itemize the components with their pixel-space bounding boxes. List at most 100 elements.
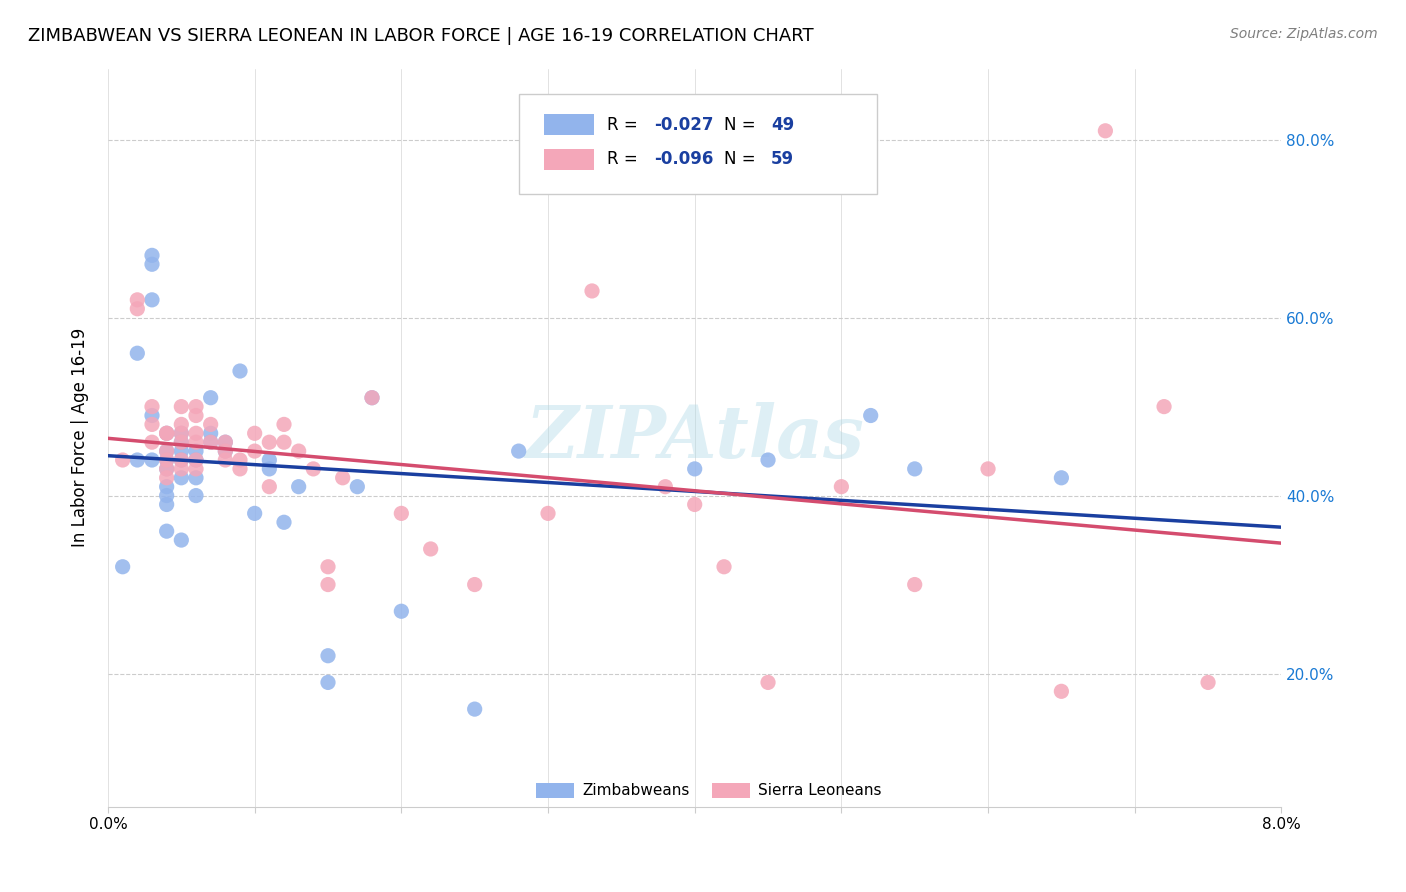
Point [200,435,222,450]
Point [156,426,179,441]
Point [184,400,207,414]
Point [141,417,163,432]
FancyBboxPatch shape [536,783,574,798]
Point [170,533,193,547]
Point [170,426,193,441]
Point [243,444,266,458]
Point [214,435,236,450]
Point [156,453,179,467]
Point [904,462,927,476]
Point [316,675,339,690]
Point [859,409,882,423]
Point [200,391,222,405]
Point [141,293,163,307]
Point [389,507,412,521]
Point [1094,124,1116,138]
Point [141,453,163,467]
Point [273,516,295,530]
Point [361,391,384,405]
Point [1050,471,1073,485]
Point [259,462,281,476]
FancyBboxPatch shape [544,114,593,135]
Text: 59: 59 [770,151,794,169]
Point [273,435,295,450]
Point [184,453,207,467]
Point [170,435,193,450]
Point [170,462,193,476]
Point [683,498,706,512]
Point [156,462,179,476]
Point [156,426,179,441]
Point [287,444,309,458]
Point [170,453,193,467]
Point [756,453,779,467]
Y-axis label: In Labor Force | Age 16-19: In Labor Force | Age 16-19 [72,328,89,548]
Point [141,435,163,450]
FancyBboxPatch shape [519,95,876,194]
Point [184,462,207,476]
Point [156,480,179,494]
Point [200,426,222,441]
Point [537,507,560,521]
Text: 49: 49 [770,116,794,134]
Point [361,391,384,405]
Point [830,480,852,494]
Text: N =: N = [724,151,761,169]
Point [316,648,339,663]
Point [243,426,266,441]
Point [977,462,1000,476]
Point [184,426,207,441]
Point [756,675,779,690]
Point [229,462,252,476]
Point [243,507,266,521]
Point [419,541,441,556]
Point [654,480,676,494]
Point [184,471,207,485]
Point [287,480,309,494]
Point [156,444,179,458]
Point [184,435,207,450]
Point [127,301,149,316]
Text: R =: R = [606,116,643,134]
Text: Sierra Leoneans: Sierra Leoneans [758,783,882,798]
Point [184,444,207,458]
Point [259,453,281,467]
Text: -0.096: -0.096 [654,151,713,169]
Point [683,462,706,476]
Point [184,409,207,423]
Point [170,426,193,441]
Point [1197,675,1219,690]
Point [170,444,193,458]
Point [581,284,603,298]
Point [170,417,193,432]
Point [156,489,179,503]
Point [273,417,295,432]
Text: R =: R = [606,151,643,169]
Point [170,453,193,467]
Point [464,702,486,716]
Point [259,435,281,450]
Point [127,346,149,360]
Point [170,400,193,414]
Point [200,417,222,432]
FancyBboxPatch shape [544,149,593,169]
Text: -0.027: -0.027 [654,116,713,134]
Point [316,559,339,574]
Point [156,453,179,467]
Point [713,559,735,574]
Point [127,453,149,467]
Point [1153,400,1175,414]
Point [141,409,163,423]
Point [389,604,412,618]
Point [346,480,368,494]
Point [1050,684,1073,698]
Point [127,293,149,307]
Point [156,498,179,512]
Point [904,577,927,591]
Point [170,471,193,485]
Point [184,489,207,503]
Point [141,400,163,414]
Point [214,435,236,450]
Text: ZIMBABWEAN VS SIERRA LEONEAN IN LABOR FORCE | AGE 16-19 CORRELATION CHART: ZIMBABWEAN VS SIERRA LEONEAN IN LABOR FO… [28,27,814,45]
Point [156,426,179,441]
